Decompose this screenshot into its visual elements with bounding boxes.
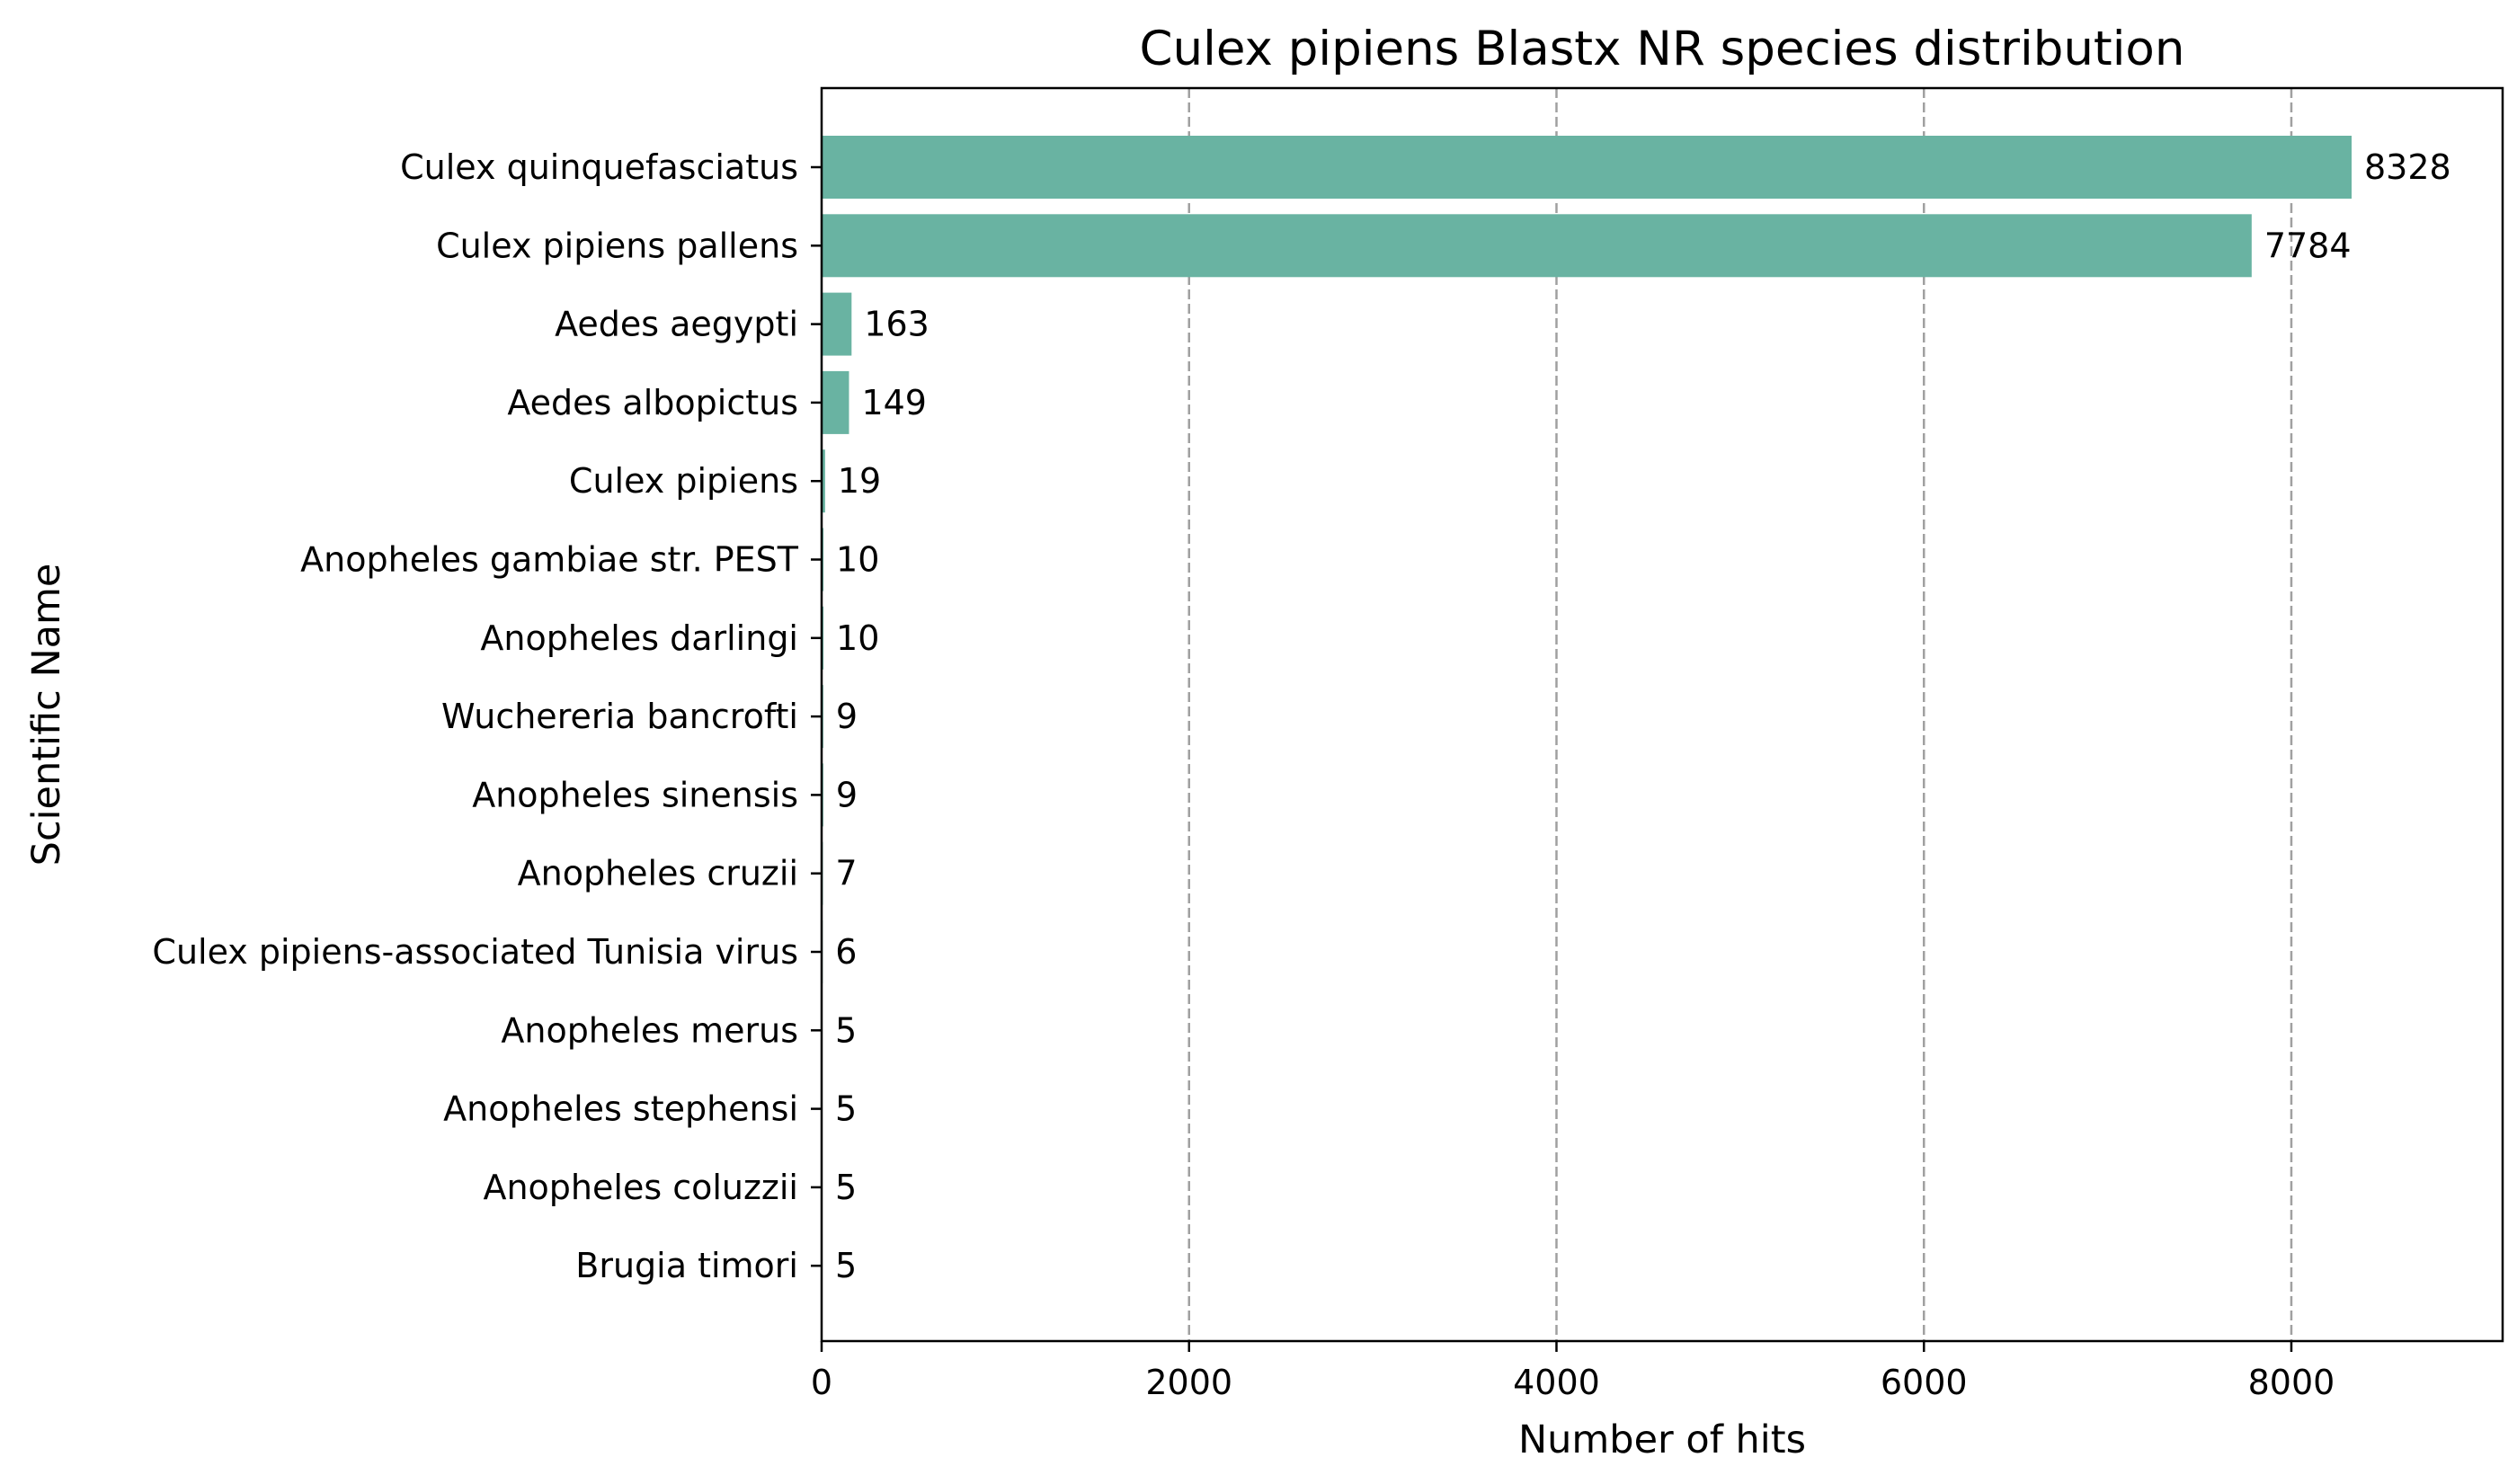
x-axis-label: Number of hits bbox=[1518, 1417, 1806, 1462]
bar bbox=[822, 136, 2352, 199]
chart-title: Culex pipiens Blastx NR species distribu… bbox=[1140, 22, 2185, 76]
data-label: 10 bbox=[836, 618, 879, 658]
y-tick-label: Aedes albopictus bbox=[507, 383, 798, 422]
y-tick-label: Culex pipiens bbox=[569, 461, 798, 501]
data-label: 8328 bbox=[2364, 147, 2451, 187]
y-tick-label: Anopheles coluzzii bbox=[483, 1168, 798, 1207]
data-label: 6 bbox=[835, 932, 857, 972]
x-tick-label: 6000 bbox=[1881, 1363, 1968, 1402]
data-label: 7 bbox=[835, 854, 857, 893]
data-label: 5 bbox=[835, 1168, 857, 1207]
y-tick-label: Anopheles darlingi bbox=[480, 618, 798, 658]
bar bbox=[822, 292, 852, 356]
y-tick-label: Brugia timori bbox=[575, 1246, 798, 1285]
bar bbox=[822, 214, 2252, 278]
y-tick-label: Aedes aegypti bbox=[555, 305, 798, 344]
data-labels: 8328 7784 163 149 19 10 10 9 9 7 6 5 5 5 5 bbox=[835, 147, 2451, 1285]
bars bbox=[822, 136, 2352, 1298]
y-tick-label: Anopheles sinensis bbox=[472, 775, 798, 814]
x-tick-label: 0 bbox=[811, 1363, 832, 1402]
data-label: 9 bbox=[836, 775, 858, 814]
bar bbox=[822, 370, 849, 434]
y-tick-label: Anopheles cruzii bbox=[518, 854, 798, 893]
y-axis-ticks: Culex quinquefasciatus Culex pipiens pall… bbox=[152, 147, 822, 1285]
data-label: 5 bbox=[835, 1010, 857, 1050]
gridlines bbox=[1187, 88, 2293, 1341]
data-label: 149 bbox=[861, 383, 927, 422]
data-label: 9 bbox=[836, 697, 858, 736]
y-tick-label: Anopheles gambiae str. PEST bbox=[300, 540, 799, 580]
y-tick-label: Culex pipiens pallens bbox=[436, 226, 798, 265]
data-label: 163 bbox=[864, 305, 929, 344]
data-label: 10 bbox=[836, 540, 879, 580]
y-axis-label: Scientific Name bbox=[24, 564, 69, 866]
y-tick-label: Culex quinquefasciatus bbox=[400, 147, 798, 187]
y-tick-label: Culex pipiens-associated Tunisia virus bbox=[152, 932, 798, 972]
x-tick-label: 4000 bbox=[1513, 1363, 1600, 1402]
x-tick-label: 2000 bbox=[1145, 1363, 1232, 1402]
data-label: 5 bbox=[835, 1089, 857, 1129]
data-label: 7784 bbox=[2264, 226, 2352, 265]
bar bbox=[822, 449, 825, 513]
data-label: 19 bbox=[838, 461, 881, 501]
y-tick-label: Anopheles stephensi bbox=[443, 1089, 798, 1129]
data-label: 5 bbox=[835, 1246, 857, 1285]
y-tick-label: Anopheles merus bbox=[501, 1010, 798, 1050]
y-tick-label: Wuchereria bancrofti bbox=[441, 697, 798, 736]
plot-frame bbox=[820, 86, 2504, 1343]
x-tick-label: 8000 bbox=[2248, 1363, 2335, 1402]
x-axis-ticks: 0 2000 4000 6000 8000 bbox=[811, 1341, 2335, 1402]
